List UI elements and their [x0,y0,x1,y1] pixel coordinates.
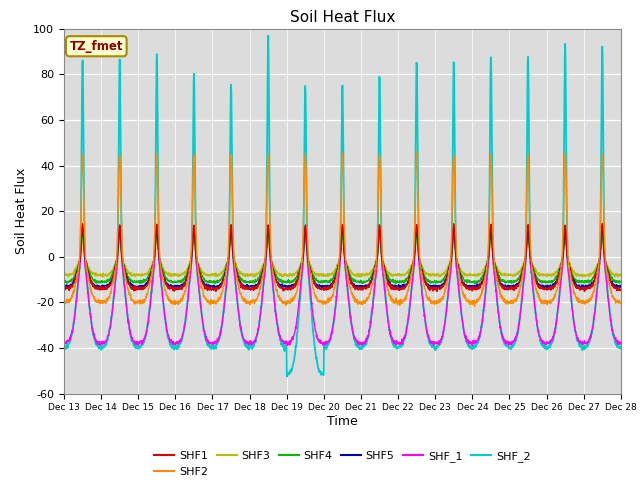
Title: Soil Heat Flux: Soil Heat Flux [290,10,395,25]
SHF_1 [504,340,512,346]
SHF_1 [60,342,68,348]
SHF5 [617,284,625,289]
SHF_1 [598,225,606,231]
Line: SHF3: SHF3 [64,238,621,277]
SHF5 [359,284,367,290]
SHF5 [97,286,104,291]
SHF2 [216,297,223,302]
SHF4 [216,277,223,283]
SHF5 [371,267,379,273]
SHF3 [216,271,223,277]
SHF1 [598,221,606,227]
SHF2 [471,303,479,309]
SHF5 [60,284,68,290]
SHF_2 [216,335,223,341]
SHF4 [60,279,68,285]
SHF_2 [264,33,272,38]
Line: SHF_1: SHF_1 [64,228,621,346]
SHF5 [504,282,512,288]
SHF3 [371,263,379,268]
SHF2 [505,301,513,307]
SHF1 [358,286,366,291]
X-axis label: Time: Time [327,415,358,428]
SHF2 [584,300,591,306]
SHF3 [99,274,106,280]
SHF4 [568,270,576,276]
SHF_1 [216,335,223,340]
Y-axis label: Soil Heat Flux: Soil Heat Flux [15,168,28,254]
SHF5 [584,284,591,289]
SHF1 [60,284,68,290]
SHF_2 [568,303,576,309]
SHF_2 [371,279,379,285]
SHF5 [598,223,606,229]
SHF1 [617,287,625,293]
SHF2 [358,301,366,307]
SHF2 [617,300,625,305]
SHF5 [568,274,575,279]
SHF3 [359,273,367,278]
SHF_1 [568,303,575,309]
SHF2 [413,149,420,155]
SHF2 [371,271,378,277]
SHF2 [60,300,68,306]
SHF1 [504,284,512,290]
SHF_2 [283,374,291,380]
SHF_2 [584,341,591,347]
Line: SHF1: SHF1 [64,224,621,291]
SHF_1 [319,343,327,348]
SHF5 [216,284,223,289]
SHF4 [413,230,420,236]
SHF1 [568,273,575,279]
SHF_1 [617,340,625,346]
SHF_2 [60,348,68,353]
SHF4 [617,279,625,285]
SHF4 [371,264,379,269]
SHF_2 [359,342,367,348]
Line: SHF4: SHF4 [64,233,621,284]
SHF3 [60,272,68,277]
SHF1 [584,286,591,291]
SHF4 [211,281,219,287]
SHF1 [371,269,378,275]
SHF_2 [617,344,625,349]
SHF2 [568,281,576,287]
SHF_1 [584,340,591,346]
Text: TZ_fmet: TZ_fmet [70,40,123,53]
SHF3 [504,273,512,278]
SHF3 [617,271,625,277]
SHF4 [359,280,367,286]
SHF3 [524,235,532,240]
SHF_1 [371,282,379,288]
Line: SHF_2: SHF_2 [64,36,621,377]
SHF1 [216,285,223,291]
SHF_1 [359,340,367,346]
Legend: SHF1, SHF2, SHF3, SHF4, SHF5, SHF_1, SHF_2: SHF1, SHF2, SHF3, SHF4, SHF5, SHF_1, SHF… [150,446,535,480]
SHF3 [568,265,576,271]
SHF4 [505,279,513,285]
SHF3 [584,273,591,278]
Line: SHF2: SHF2 [64,152,621,306]
SHF_2 [505,346,513,351]
Line: SHF5: SHF5 [64,226,621,288]
SHF1 [580,288,588,294]
SHF4 [584,279,591,285]
